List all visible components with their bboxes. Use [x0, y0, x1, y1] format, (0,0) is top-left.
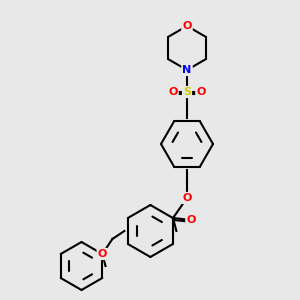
- Text: O: O: [98, 249, 107, 259]
- Text: O: O: [182, 193, 192, 203]
- Text: O: O: [186, 215, 196, 225]
- Text: N: N: [182, 65, 192, 75]
- Text: O: O: [196, 87, 206, 97]
- Text: O: O: [182, 21, 192, 31]
- Text: O: O: [168, 87, 178, 97]
- Text: S: S: [183, 87, 191, 97]
